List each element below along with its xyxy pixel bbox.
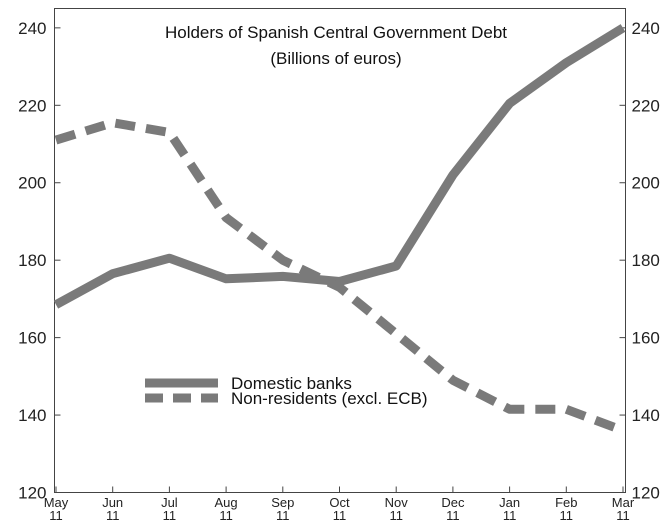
y-tick-label-left: 180 xyxy=(18,251,46,270)
chart-subtitle: (Billions of euros) xyxy=(270,49,401,68)
chart-title: Holders of Spanish Central Government De… xyxy=(165,23,507,42)
x-tick-label-month: Feb xyxy=(555,495,577,510)
x-tick-label-year: 11 xyxy=(446,508,460,523)
series-line-non-residents xyxy=(54,118,625,435)
y-tick-label-left: 160 xyxy=(18,329,46,348)
x-tick-label-year: 11 xyxy=(106,508,120,523)
x-tick-label-month: Dec xyxy=(441,495,465,510)
x-tick-label-month: Aug xyxy=(215,495,238,510)
y-axis-left: 120 140 160 180 200 220 240 xyxy=(18,19,61,503)
series-line-domestic-banks xyxy=(53,24,626,309)
x-tick-label-month: Oct xyxy=(329,495,350,510)
x-tick-label-month: Mar xyxy=(612,495,635,510)
x-tick-label-month: Sep xyxy=(271,495,294,510)
x-tick-label-year: 11 xyxy=(276,508,290,523)
x-tick-label-year: 11 xyxy=(503,508,517,523)
x-tick-label-year: 11 xyxy=(560,508,574,523)
y-tick-label-right: 200 xyxy=(632,174,660,193)
y-tick-label-right: 120 xyxy=(632,484,660,503)
x-tick-label-year: 11 xyxy=(163,508,177,523)
x-tick-label-year: 11 xyxy=(389,508,403,523)
y-tick-label-left: 200 xyxy=(18,174,46,193)
x-tick-label-year: 11 xyxy=(616,508,630,523)
x-tick-label-month: Jan xyxy=(499,495,520,510)
y-axis-right: 120 140 160 180 200 220 240 xyxy=(619,19,660,503)
y-tick-label-left: 120 xyxy=(18,484,46,503)
y-tick-label-left: 140 xyxy=(18,406,46,425)
legend-label-non-residents: Non-residents (excl. ECB) xyxy=(231,389,428,408)
x-tick-label-month: Jul xyxy=(161,495,178,510)
y-tick-label-right: 220 xyxy=(632,96,660,115)
x-axis: May11Jun11Jul11Aug11Sep11Oct11Nov11Dec11… xyxy=(44,486,635,523)
y-tick-label-right: 140 xyxy=(632,406,660,425)
series-group xyxy=(53,24,626,435)
x-tick-label-month: Jun xyxy=(102,495,123,510)
x-tick-label-year: 11 xyxy=(333,508,347,523)
x-tick-label-year: 11 xyxy=(219,508,233,523)
y-tick-label-left: 220 xyxy=(18,96,46,115)
x-tick-label-year: 11 xyxy=(49,508,63,523)
x-tick-label-month: Nov xyxy=(385,495,409,510)
x-tick-label-month: May xyxy=(44,495,69,510)
y-tick-label-left: 240 xyxy=(18,19,46,38)
y-tick-label-right: 240 xyxy=(632,19,660,38)
y-tick-label-right: 180 xyxy=(632,251,660,270)
y-tick-label-right: 160 xyxy=(632,329,660,348)
legend-label-domestic-banks: Domestic banks xyxy=(231,374,352,393)
legend: Domestic banks Non-residents (excl. ECB) xyxy=(145,374,428,408)
